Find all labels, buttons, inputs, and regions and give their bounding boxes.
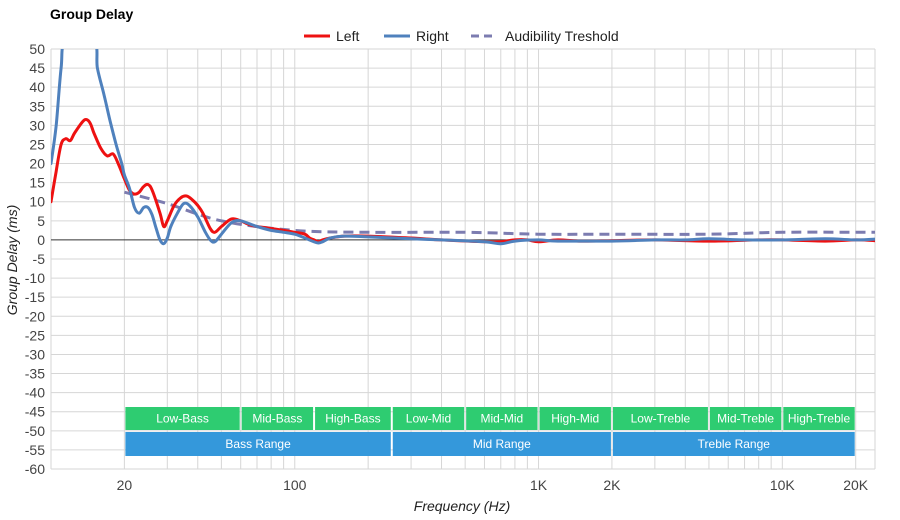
series-line-left — [51, 117, 875, 244]
band-label: Treble Range — [698, 437, 771, 451]
y-tick-label: -30 — [25, 346, 45, 362]
band-label: Mid-Mid — [481, 412, 524, 426]
band-label: Low-Treble — [631, 412, 691, 426]
band-rect — [125, 407, 240, 430]
x-tick-label: 10K — [770, 477, 796, 493]
band-label: High-Mid — [551, 412, 599, 426]
y-axis-title: Group Delay (ms) — [4, 205, 20, 315]
x-tick-label: 20K — [843, 477, 869, 493]
y-tick-label: 0 — [37, 232, 45, 248]
band-label: Low-Bass — [156, 412, 209, 426]
legend-entry: Right — [416, 28, 449, 44]
band-rect — [241, 407, 314, 430]
band-label: Mid Range — [473, 437, 531, 451]
band-rect — [125, 432, 391, 456]
legend: Left Right Audibility Treshold — [304, 28, 619, 44]
band-label: Mid-Bass — [252, 412, 302, 426]
band-label: Bass Range — [225, 437, 291, 451]
legend-entry: Audibility Treshold — [505, 28, 619, 44]
y-tick-label: 5 — [37, 213, 45, 229]
y-tick-label: 35 — [29, 98, 45, 114]
band-label: High-Bass — [325, 412, 380, 426]
band-rect — [315, 407, 391, 430]
chart-title: Group Delay — [50, 6, 133, 22]
y-tick-label: -25 — [25, 327, 45, 343]
y-tick-label: -40 — [25, 385, 45, 401]
x-tick-label: 20 — [117, 477, 133, 493]
band-label: Low-Mid — [406, 412, 451, 426]
y-tick-label: 20 — [29, 156, 45, 172]
y-tick-label: 25 — [29, 136, 45, 152]
band-rect — [466, 407, 538, 430]
x-tick-label: 100 — [283, 477, 307, 493]
band-label: Mid-Treble — [717, 412, 774, 426]
band-rect — [709, 407, 782, 430]
y-tick-label: -50 — [25, 423, 45, 439]
x-tick-label: 2K — [603, 477, 621, 493]
y-tick-label: -15 — [25, 289, 45, 305]
y-tick-label: 15 — [29, 175, 45, 191]
series-line-audibility-treshold — [124, 190, 875, 236]
band-rect — [612, 407, 708, 430]
y-tick-label: 50 — [29, 41, 45, 57]
y-tick-label: -5 — [33, 251, 46, 267]
y-tick-label: 45 — [29, 60, 45, 76]
y-tick-label: 10 — [29, 194, 45, 210]
series-line-right — [51, 49, 875, 246]
y-tick-label: 40 — [29, 79, 45, 95]
y-tick-label: -20 — [25, 308, 45, 324]
band-rect — [783, 407, 855, 430]
band-rect — [539, 407, 611, 430]
x-axis-title: Frequency (Hz) — [414, 498, 510, 514]
frequency-bands: Low-Bass Mid-Bass High-Bass Low-Mid Mid-Mid H… — [125, 407, 855, 456]
x-tick-label: 1K — [530, 477, 548, 493]
y-tick-label: -10 — [25, 270, 45, 286]
y-tick-label: -35 — [25, 366, 45, 382]
axes: 50454035302520151050-5-10-15-20-25-30-35… — [25, 41, 869, 493]
y-tick-label: 30 — [29, 117, 45, 133]
band-rect — [392, 407, 465, 430]
series-lines — [51, 49, 875, 246]
band-rect — [392, 432, 611, 456]
y-tick-label: -60 — [25, 461, 45, 477]
band-rect — [612, 432, 855, 456]
grid — [50, 48, 876, 470]
y-tick-label: -55 — [25, 442, 45, 458]
legend-entry: Left — [336, 28, 359, 44]
y-tick-label: -45 — [25, 404, 45, 420]
band-label: High-Treble — [788, 412, 851, 426]
